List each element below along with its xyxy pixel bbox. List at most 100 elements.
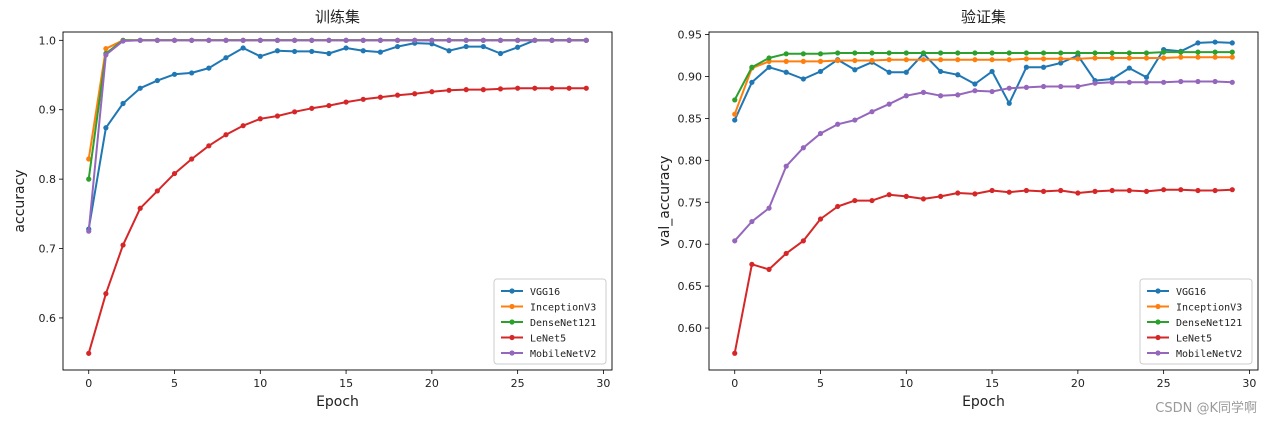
- legend-entry: DenseNet121: [530, 318, 596, 329]
- data-point: [972, 88, 978, 94]
- data-point: [955, 190, 961, 196]
- series-LeNet5: [732, 187, 1235, 356]
- y-tick-label: 0.95: [678, 29, 703, 42]
- data-point: [989, 68, 995, 75]
- data-point: [903, 69, 909, 75]
- data-point: [274, 37, 281, 43]
- data-point: [938, 93, 944, 99]
- data-point: [1126, 79, 1132, 85]
- data-point: [955, 72, 961, 78]
- data-point: [1161, 187, 1167, 193]
- series-LeNet5: [86, 85, 589, 356]
- legend-marker: [1155, 334, 1161, 341]
- legend-marker: [1155, 350, 1161, 356]
- data-point: [154, 77, 160, 84]
- data-point: [852, 57, 858, 64]
- data-point: [1178, 78, 1184, 85]
- data-point: [103, 291, 109, 297]
- data-point: [886, 57, 892, 63]
- data-point: [292, 48, 298, 55]
- data-point: [206, 65, 212, 71]
- data-point: [1126, 55, 1132, 61]
- data-point: [412, 37, 418, 43]
- data-point: [154, 37, 160, 43]
- data-point: [480, 43, 486, 50]
- data-point: [1161, 55, 1167, 61]
- y-tick-label: 0.65: [678, 280, 703, 293]
- data-point: [869, 57, 875, 64]
- data-point: [137, 37, 143, 43]
- data-point: [749, 261, 755, 267]
- legend-marker: [1155, 319, 1161, 325]
- series-line: [733, 51, 1233, 101]
- data-point: [989, 57, 995, 63]
- data-point: [446, 48, 452, 54]
- data-point: [1212, 49, 1218, 55]
- y-tick-label: 0.7: [39, 243, 57, 256]
- data-point: [497, 50, 504, 57]
- data-point: [800, 76, 806, 82]
- data-point: [852, 117, 858, 123]
- data-point: [749, 218, 755, 225]
- y-tick-label: 0.70: [678, 238, 703, 251]
- data-point: [566, 85, 572, 91]
- x-tick-label: 30: [1242, 377, 1256, 390]
- data-point: [972, 191, 978, 197]
- data-point: [309, 105, 315, 111]
- series-InceptionV3: [86, 37, 589, 162]
- data-point: [292, 109, 298, 115]
- data-point: [86, 156, 92, 162]
- data-point: [412, 91, 418, 97]
- chart-panel-2: 验证集 0 5 10 15 20 25 30 0.60 0.65 0.70 0.75 0.80 0.85 0…: [657, 8, 1259, 410]
- data-point: [1006, 189, 1012, 195]
- data-point: [1058, 50, 1064, 56]
- data-point: [1212, 78, 1218, 85]
- data-point: [189, 37, 195, 43]
- data-point: [1143, 55, 1150, 61]
- series-line: [87, 39, 587, 230]
- data-point: [583, 85, 589, 91]
- data-point: [257, 53, 263, 59]
- data-point: [1229, 40, 1235, 46]
- legend-entry: VGG16: [1176, 287, 1206, 298]
- legend-marker: [509, 350, 515, 356]
- data-point: [360, 48, 366, 54]
- data-point: [800, 238, 806, 244]
- data-point: [103, 46, 109, 52]
- data-point: [835, 57, 841, 64]
- data-point: [549, 85, 555, 91]
- legend-entry: InceptionV3: [1176, 303, 1242, 314]
- data-point: [1023, 187, 1029, 194]
- data-point: [394, 43, 401, 50]
- y-tick-label: 0.6: [39, 312, 57, 325]
- data-point: [817, 51, 824, 57]
- legend-marker: [1155, 288, 1161, 294]
- data-point: [1023, 56, 1029, 62]
- data-point: [1161, 49, 1167, 55]
- data-point: [1212, 54, 1218, 60]
- data-point: [1058, 56, 1064, 62]
- data-point: [817, 216, 824, 222]
- data-point: [377, 49, 383, 55]
- data-point: [920, 89, 927, 95]
- data-point: [903, 193, 909, 199]
- data-point: [189, 70, 195, 76]
- data-point: [852, 197, 858, 204]
- legend: VGG16 InceptionV3 DenseNet121 LeNet5 MobileN…: [1139, 278, 1253, 365]
- data-point: [394, 37, 401, 43]
- legend-box: [1139, 278, 1253, 365]
- legend-marker: [509, 303, 515, 310]
- data-point: [154, 188, 160, 194]
- data-point: [137, 205, 143, 211]
- data-point: [309, 37, 315, 43]
- data-point: [800, 51, 806, 57]
- x-tick-label: 10: [899, 377, 913, 390]
- data-point: [869, 109, 875, 115]
- x-tick-label: 5: [817, 377, 824, 390]
- data-point: [732, 117, 738, 123]
- legend-entry: VGG16: [530, 287, 560, 298]
- data-point: [749, 64, 755, 70]
- data-point: [835, 121, 841, 127]
- data-point: [103, 125, 109, 131]
